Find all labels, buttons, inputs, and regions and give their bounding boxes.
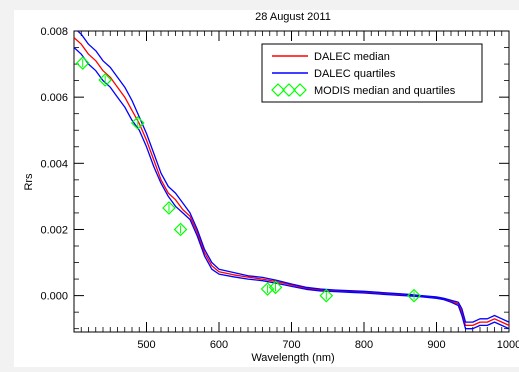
modis-diamond-marker [319, 288, 334, 303]
chart-title: 28 August 2011 [255, 11, 331, 23]
modis-diamond-marker [75, 56, 90, 70]
y-tick-label: 0.000 [40, 291, 68, 303]
dalec-quartile-line [74, 47, 509, 330]
modis-diamond-marker [260, 282, 275, 296]
dalec-median-line [74, 37, 509, 327]
legend-diamond-swatch [282, 83, 296, 97]
x-tick-label: 900 [427, 339, 445, 351]
series-group [74, 31, 509, 330]
y-tick-label: 0.006 [40, 92, 68, 104]
legend-label: DALEC quartiles [314, 68, 396, 80]
plot-area: 500 600 700 800 900 1000 0.000 0.002 0.004 0.006 0… [40, 26, 519, 351]
y-axis-label: Rrs [23, 173, 35, 191]
modis-diamond-marker [98, 73, 113, 87]
modis-diamond-marker [130, 116, 145, 130]
modis-diamond-marker [268, 280, 283, 295]
x-tick-label: 700 [282, 339, 300, 351]
x-axis-label: Wavelength (nm) [251, 352, 334, 364]
modis-diamond-marker [162, 201, 176, 215]
legend-diamond-swatch [271, 83, 285, 97]
y-tick-label: 0.008 [40, 26, 68, 38]
x-tick-label: 800 [355, 339, 373, 351]
x-tick-label: 600 [210, 339, 228, 351]
legend: DALEC median DALEC quartiles MODIS median … [261, 43, 483, 103]
x-tick-label: 1000 [497, 339, 519, 351]
x-tick-label: 500 [137, 339, 155, 351]
modis-diamond-marker [173, 222, 188, 237]
legend-label: MODIS median and quartiles [314, 85, 456, 97]
legend-diamond-swatch [293, 83, 307, 97]
dalec-quartile-line [76, 31, 509, 323]
y-tick-label: 0.004 [40, 158, 68, 170]
legend-label: DALEC median [314, 51, 390, 63]
y-tick-label: 0.002 [40, 224, 68, 236]
modis-diamond-marker [407, 288, 421, 303]
